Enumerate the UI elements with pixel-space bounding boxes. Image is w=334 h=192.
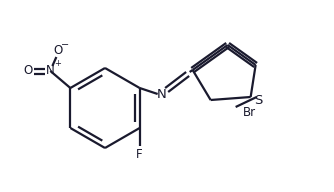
Text: −: − (61, 40, 69, 50)
Text: O: O (54, 45, 63, 57)
Text: Br: Br (243, 105, 256, 118)
Text: +: + (54, 60, 61, 69)
Text: N: N (157, 88, 167, 100)
Text: N: N (46, 65, 55, 78)
Text: F: F (136, 147, 143, 161)
Text: S: S (255, 94, 263, 107)
Text: O: O (24, 65, 33, 78)
